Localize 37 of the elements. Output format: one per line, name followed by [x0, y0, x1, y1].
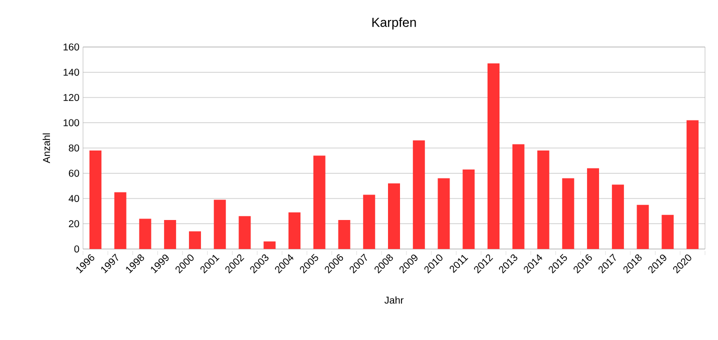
bar — [612, 184, 624, 249]
bar — [139, 218, 152, 249]
y-tick-label: 0 — [74, 245, 80, 253]
y-tick-label: 40 — [68, 194, 80, 202]
y-tick-label: 80 — [68, 144, 80, 152]
bar — [438, 178, 450, 249]
bar — [238, 216, 251, 249]
bar — [686, 120, 699, 249]
bar — [89, 150, 102, 249]
bar — [462, 169, 475, 249]
bar — [313, 156, 326, 249]
bar — [488, 63, 500, 249]
bar — [288, 212, 300, 249]
bar — [264, 241, 276, 249]
y-tick-label: 60 — [68, 170, 80, 177]
bar — [562, 178, 574, 249]
y-axis-title: Anzahl — [42, 133, 50, 164]
bar — [662, 214, 674, 249]
bar — [338, 220, 350, 249]
bar — [512, 144, 524, 249]
bar — [388, 183, 400, 249]
bar — [214, 200, 226, 249]
bar — [412, 140, 425, 249]
y-tick-label: 20 — [68, 220, 80, 228]
x-axis-title: Jahr — [384, 296, 404, 304]
y-tick-label: 140 — [64, 68, 80, 76]
bar — [537, 150, 550, 249]
chart-title: Karpfen — [372, 17, 416, 30]
bar — [587, 168, 600, 249]
y-tick-label: 100 — [64, 119, 80, 126]
bar — [363, 194, 376, 249]
y-tick-label: 120 — [64, 94, 80, 102]
y-tick-label: 160 — [64, 43, 80, 51]
bar — [114, 192, 126, 249]
bar — [164, 220, 176, 249]
bar — [636, 204, 649, 249]
bar — [188, 231, 201, 249]
